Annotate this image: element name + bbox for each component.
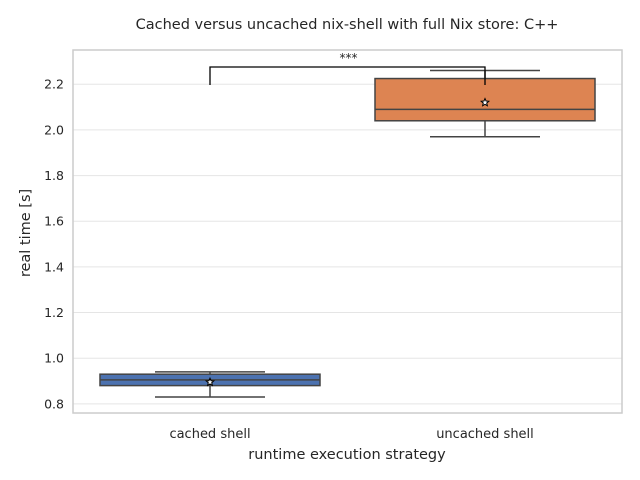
x-axis-label: runtime execution strategy: [248, 447, 446, 463]
y-tick-label: 1.2: [44, 305, 64, 320]
x-tick-label: cached shell: [169, 427, 250, 442]
y-tick-label: 1.0: [44, 351, 64, 366]
y-tick-label: 0.8: [44, 396, 64, 411]
y-tick-label: 1.6: [44, 214, 64, 229]
chart-title: Cached versus uncached nix-shell with fu…: [136, 17, 559, 33]
significance-label: ***: [340, 51, 358, 65]
mean-marker: [204, 376, 216, 387]
y-tick-label: 2.0: [44, 122, 64, 137]
y-tick-label: 2.2: [44, 77, 64, 92]
plot-area: 0.8 1.0 1.2 1.4 1.6 1.8 2.0 2.2 cached shell unca…: [44, 49, 623, 442]
x-tick-label: uncached shell: [436, 427, 534, 442]
significance-bracket: [209, 66, 486, 85]
y-axis-label: real time [s]: [18, 189, 34, 277]
mean-marker: [479, 97, 491, 107]
plot-frame: [72, 49, 623, 414]
y-tick-label: 1.4: [44, 259, 64, 274]
y-tick-label: 1.8: [44, 168, 64, 183]
